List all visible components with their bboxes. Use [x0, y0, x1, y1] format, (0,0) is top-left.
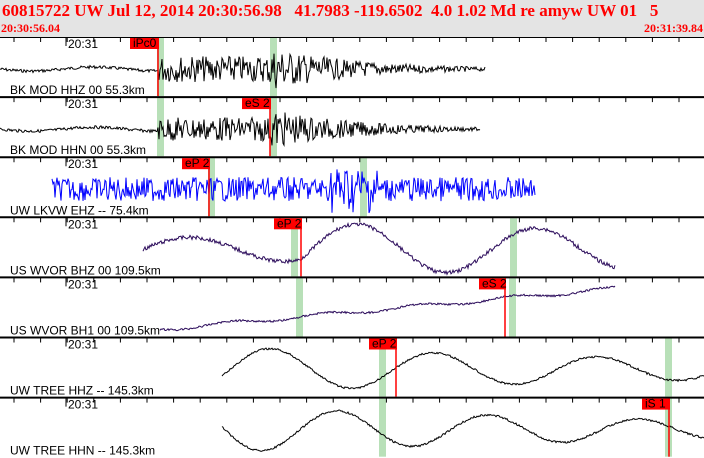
waveform-trace: [142, 222, 616, 276]
channel-label: US WVOR BH1 00 109.5km: [10, 324, 160, 338]
event-title: 60815722 UW Jul 12, 2014 20:30:56.98 41.…: [2, 1, 659, 20]
pick-flag[interactable]: [369, 338, 397, 350]
time-tick-label: 20:31: [68, 398, 98, 412]
pick-window: [509, 278, 516, 337]
pick-label: eP 2: [185, 156, 210, 170]
pick-flag[interactable]: [182, 158, 210, 170]
event-header: 60815722 UW Jul 12, 2014 20:30:56.98 41.…: [0, 0, 704, 37]
time-tick-label: 20:31: [68, 97, 98, 111]
waveform-trace: [51, 169, 536, 214]
waveform-trace: [0, 52, 486, 89]
pick-flag[interactable]: [130, 38, 159, 49]
pick-window: [379, 338, 386, 397]
pick-window: [379, 398, 386, 457]
pick-label: eP 2: [372, 337, 397, 351]
pick-window: [296, 278, 303, 337]
channel-panel[interactable]: 20:31 eP 2 UW LKVW EHZ -- 75.4km: [0, 156, 704, 217]
pick-flag[interactable]: [479, 278, 506, 290]
waveform-trace: [221, 409, 704, 452]
pick-window: [665, 338, 672, 397]
channel-label: US WVOR BHZ 00 109.5km: [10, 263, 161, 277]
channel-panel[interactable]: 20:31 eP 2 UW TREE HHZ -- 145.3km: [0, 336, 704, 398]
pick-flag[interactable]: [642, 398, 670, 410]
time-tick-label: 20:31: [68, 37, 98, 51]
pick-flag[interactable]: [242, 98, 271, 110]
waveform-trace: [0, 112, 481, 148]
pick-window: [291, 218, 298, 277]
time-tick-label: 20:31: [68, 277, 98, 291]
time-tick-label: 20:31: [68, 217, 98, 231]
time-tick-label: 20:31: [68, 338, 98, 352]
pick-label: eS 2: [482, 276, 507, 290]
pick-label: eS 2: [245, 96, 270, 110]
channel-panel[interactable]: 20:31 eP 2 US WVOR BHZ 00 109.5km: [0, 216, 704, 277]
channel-panel[interactable]: 20:31 iS 1 UW TREE HHN -- 145.3km: [0, 396, 704, 458]
end-time: 20:31:39.84: [644, 21, 703, 35]
channel-label: BK MOD HHZ 00 55.3km: [10, 83, 145, 97]
pick-window: [360, 158, 367, 217]
channel-label: UW LKVW EHZ -- 75.4km: [10, 203, 149, 217]
channel-panel[interactable]: 20:31 eS 2 US WVOR BH1 00 109.5km: [0, 276, 704, 338]
channel-label: UW TREE HHZ -- 145.3km: [10, 384, 154, 398]
time-tick-label: 20:31: [68, 157, 98, 171]
pick-window: [157, 98, 164, 157]
waveform-trace: [221, 347, 704, 390]
pick-label: iS 1: [645, 397, 666, 411]
start-time: 20:30:56.04: [1, 21, 60, 35]
waveform-trace: [159, 285, 616, 332]
pick-window: [510, 218, 517, 277]
channel-label: BK MOD HHN 00 55.3km: [10, 143, 146, 157]
pick-label: iPc0: [133, 37, 157, 50]
channel-panel[interactable]: 20:31 eS 2 BK MOD HHN 00 55.3km: [0, 96, 704, 157]
channel-panel[interactable]: 20:31 iPc0 BK MOD HHZ 00 55.3km: [0, 37, 704, 97]
pick-flag[interactable]: [274, 218, 302, 230]
pick-label: eP 2: [277, 216, 302, 230]
channel-label: UW TREE HHN -- 145.3km: [10, 444, 155, 458]
